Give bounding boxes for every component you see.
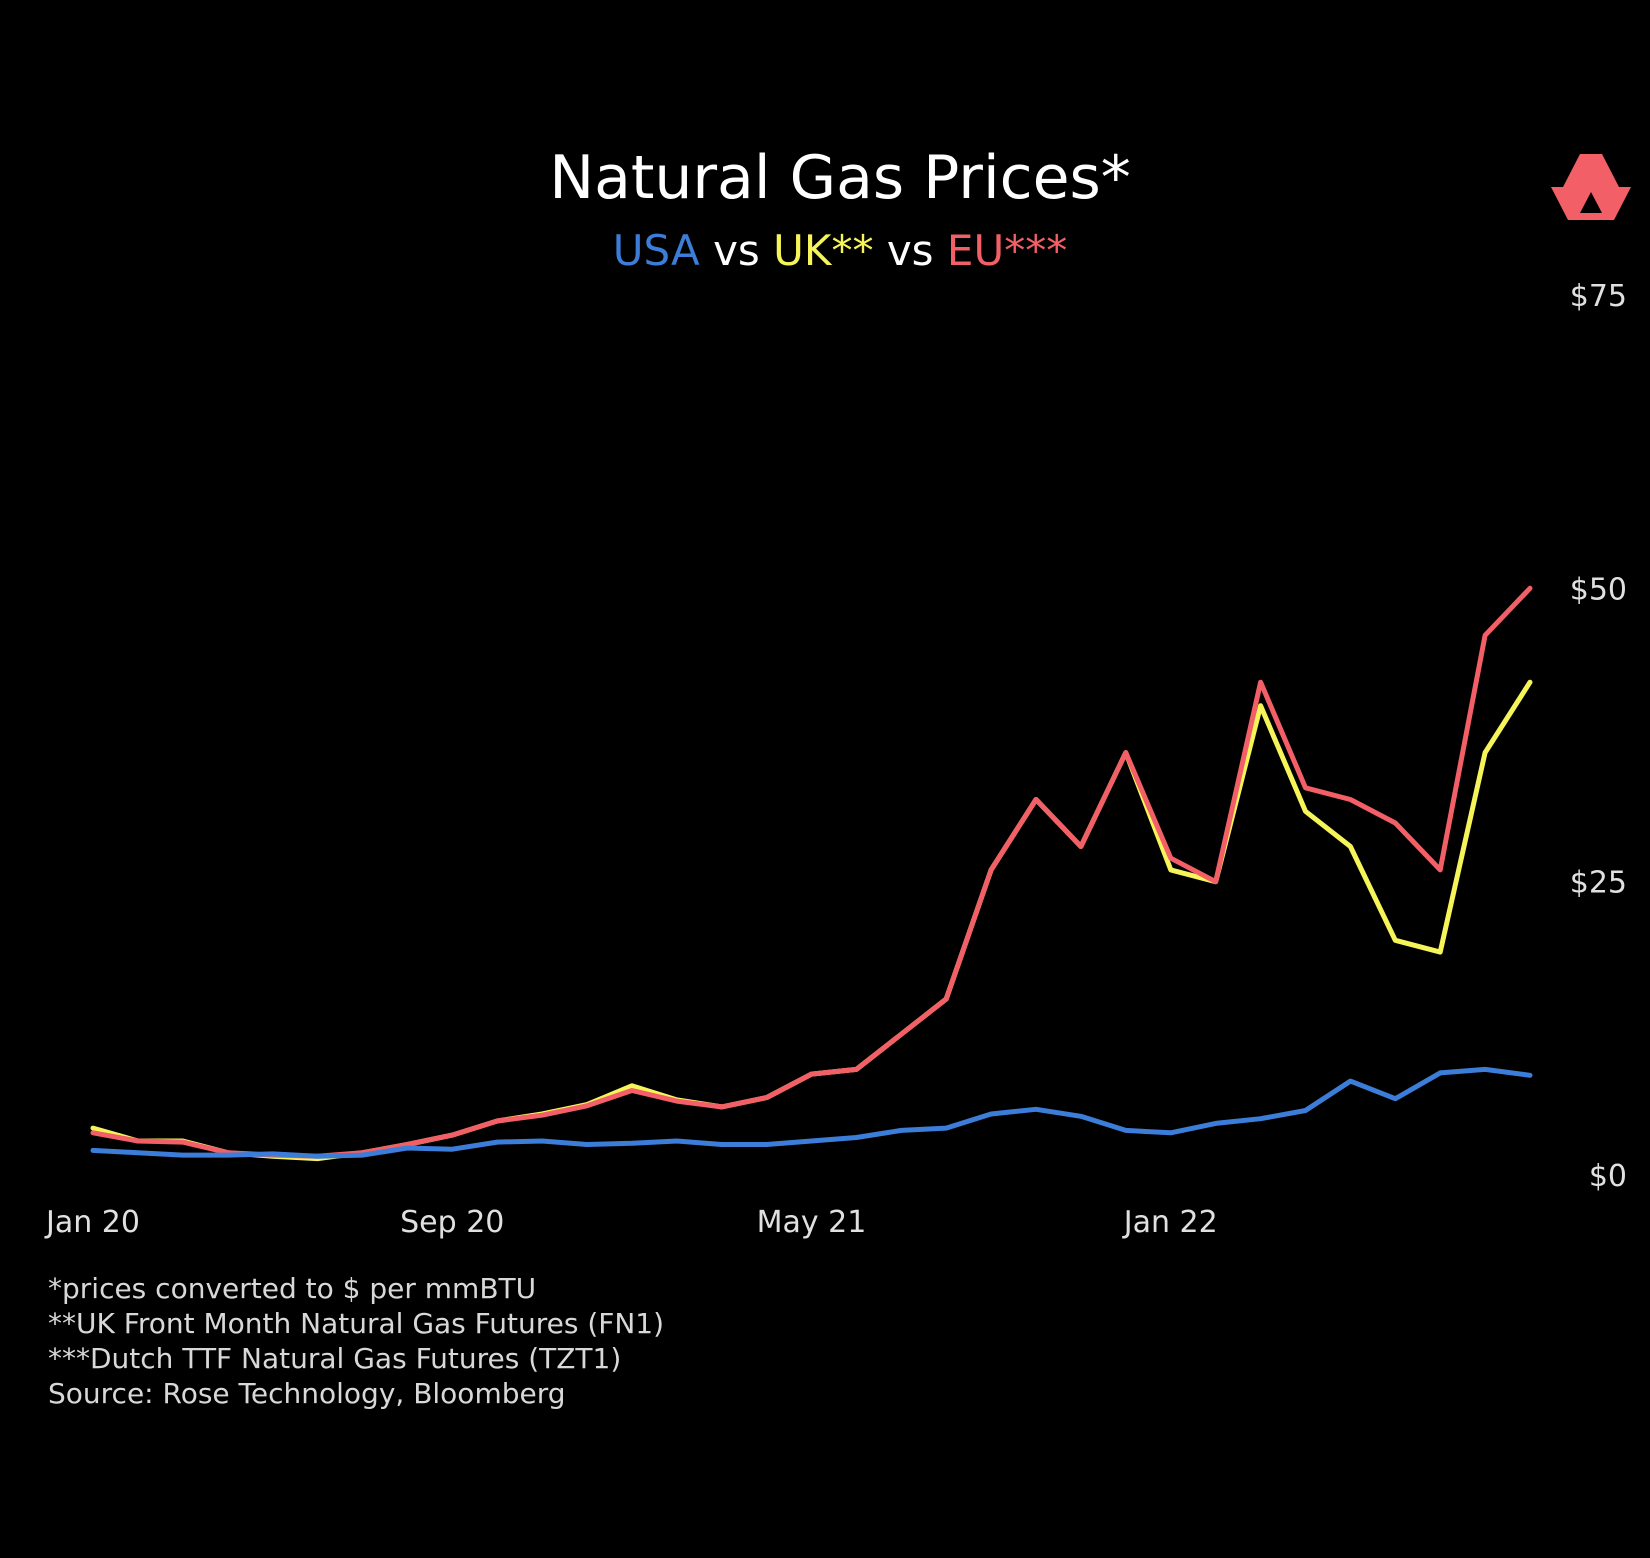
y-tick-label: $75 [1570, 279, 1627, 314]
footnote: **UK Front Month Natural Gas Futures (FN… [48, 1307, 664, 1340]
y-tick-label: $0 [1589, 1159, 1627, 1194]
x-tick-label: May 21 [757, 1205, 867, 1240]
x-tick-label: Sep 20 [400, 1205, 504, 1240]
subtitle-part: EU*** [947, 226, 1067, 275]
subtitle-part: UK** [773, 226, 873, 275]
x-axis: Jan 20 Sep 20 May 21 Jan 22 [44, 1205, 1218, 1240]
series-line-usa [90, 1066, 1533, 1159]
series-line-eu [90, 585, 1533, 1159]
chart-title: Natural Gas Prices* [549, 143, 1131, 213]
y-axis: $0 $25 $50 $75 [1570, 279, 1627, 1194]
footnotes: *prices converted to $ per mmBTU**UK Fro… [48, 1272, 664, 1410]
subtitle-part: USA [613, 226, 700, 275]
chart-subtitle: USA vs UK** vs EU*** [613, 226, 1067, 275]
x-tick-label: Jan 22 [1122, 1205, 1218, 1240]
footnote: Source: Rose Technology, Bloomberg [48, 1377, 566, 1410]
footnote: ***Dutch TTF Natural Gas Futures (TZT1) [48, 1342, 621, 1375]
y-tick-label: $50 [1570, 572, 1627, 607]
footnote: *prices converted to $ per mmBTU [48, 1272, 536, 1305]
subtitle-part: vs [873, 226, 946, 275]
x-tick-label: Jan 20 [44, 1205, 140, 1240]
series-line-uk [90, 679, 1533, 1162]
logo-icon [1551, 154, 1631, 220]
y-tick-label: $25 [1570, 866, 1627, 901]
series-lines [90, 585, 1533, 1162]
subtitle-part: vs [700, 226, 773, 275]
